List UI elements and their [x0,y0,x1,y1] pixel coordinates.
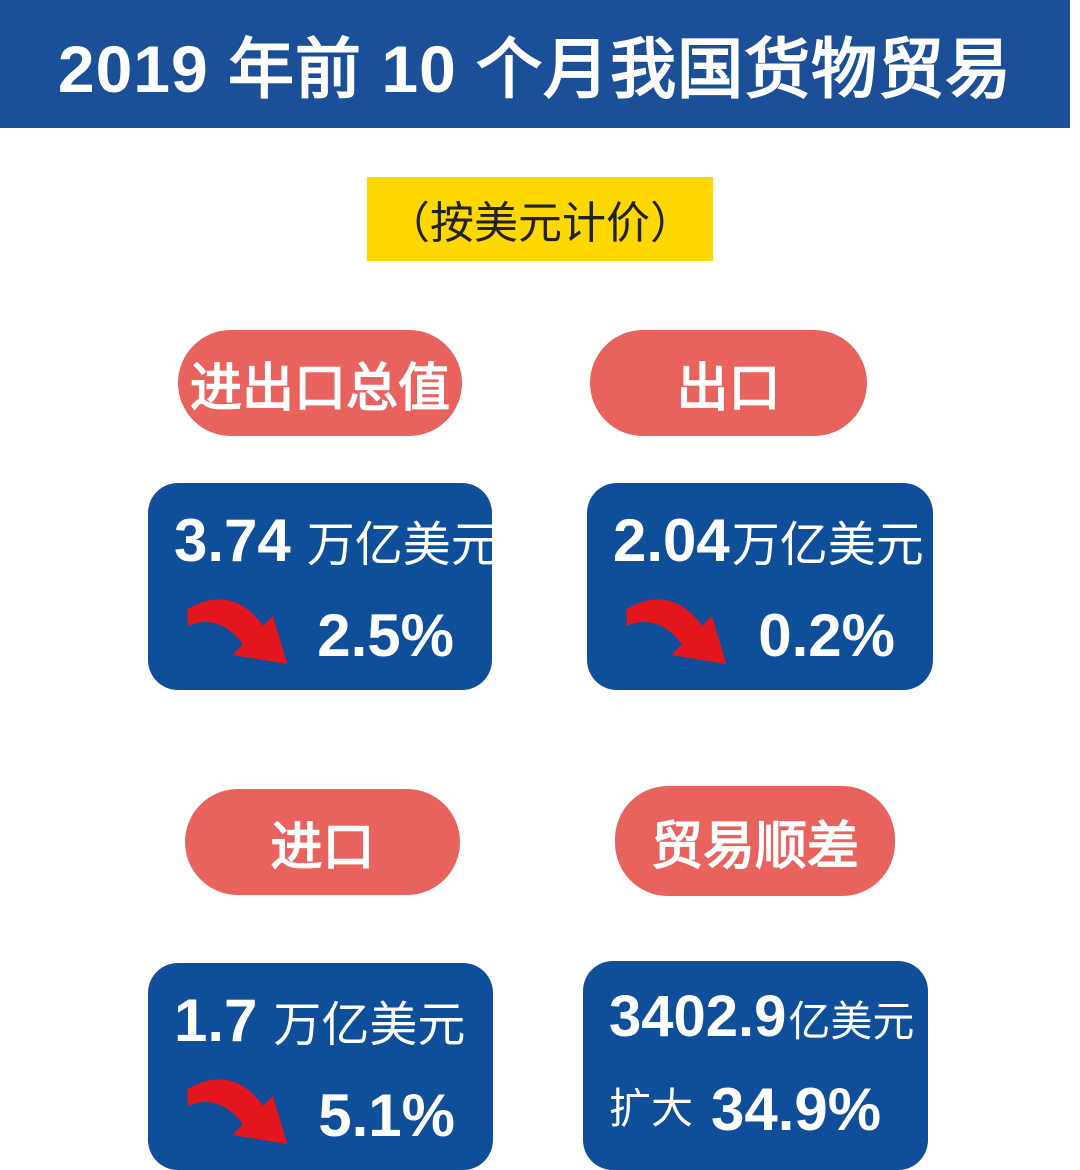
category-pill-trade-surplus: 贸易顺差 [615,786,895,896]
pill-label: 出口 [676,359,781,418]
stat-change-line: 0.2% [613,594,911,676]
stat-value: 3.74 [174,507,291,574]
pill-label: 贸易顺差 [650,817,859,876]
subtitle-text: （按美元计价） [386,199,694,248]
stat-value-line: 1.7 万亿美元 [174,989,471,1052]
stat-change-prefix: 扩大 [609,1085,694,1133]
stat-value-line: 3402.9亿美元 [609,984,914,1049]
decline-arrow-icon [187,1079,288,1145]
header-banner: 2019 年前 10 个月我国货物贸易 [0,0,1070,128]
category-pill-total-trade: 进出口总值 [178,330,462,436]
subtitle-badge: （按美元计价） [367,177,713,261]
stat-change-line: 2.5% [174,594,470,676]
stat-change-line: 5.1% [174,1074,471,1156]
decline-arrow-icon [187,599,288,665]
stat-card-trade-surplus: 3402.9亿美元 扩大 34.9% [583,961,928,1170]
stat-value: 1.7 [174,987,258,1054]
stat-card-imports: 1.7 万亿美元 5.1% [148,963,493,1170]
stat-change: 34.9% [711,1075,882,1143]
pill-label: 进口 [270,818,375,877]
stat-change: 5.1% [318,1081,455,1149]
stat-change-line: 扩大 34.9% [609,1078,906,1141]
category-pill-exports: 出口 [590,330,867,436]
stat-change: 0.2% [758,601,895,669]
stat-value: 3402.9 [609,984,787,1049]
stat-change: 2.5% [317,601,454,669]
stat-unit: 万亿美元 [273,999,466,1052]
category-pill-imports: 进口 [185,789,460,895]
stat-unit: 万亿美元 [731,519,924,572]
stat-unit: 亿美元 [788,998,915,1045]
stat-value: 2.04 [613,507,730,574]
page-title: 2019 年前 10 个月我国货物贸易 [57,32,1013,106]
stat-value-line: 2.04万亿美元 [613,507,924,574]
stat-value-line: 3.74 万亿美元 [174,507,499,574]
stat-card-exports: 2.04万亿美元 0.2% [587,483,933,690]
stat-unit: 万亿美元 [306,519,499,572]
stat-card-total-trade: 3.74 万亿美元 2.5% [148,483,499,690]
pill-label: 进出口总值 [189,359,450,418]
decline-arrow-icon [626,599,727,665]
